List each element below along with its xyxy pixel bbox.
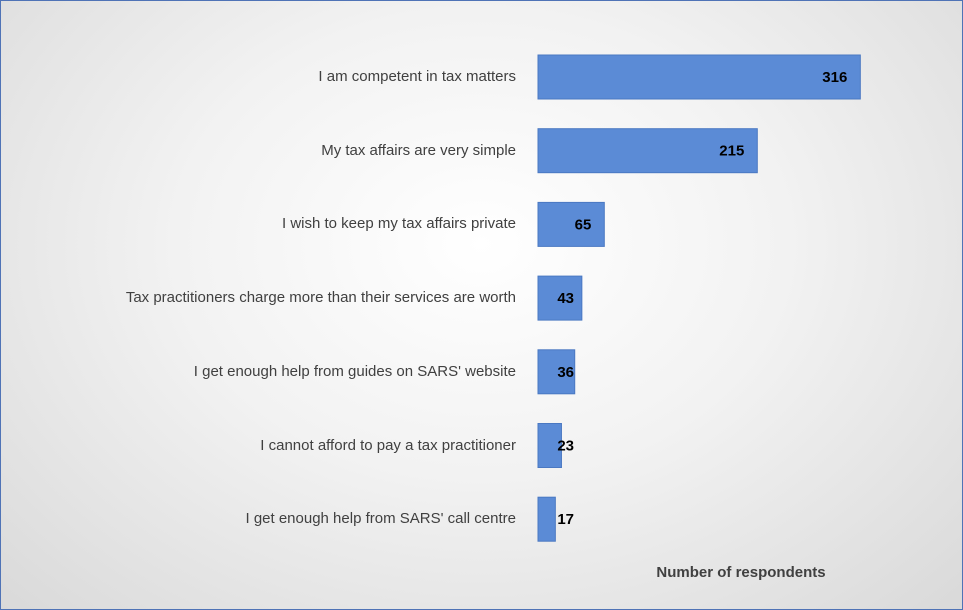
category-label: Tax practitioners charge more than their… — [125, 289, 516, 307]
category-label: I cannot afford to pay a tax practitione… — [260, 436, 516, 454]
bar — [537, 54, 861, 100]
category-label-box: I get enough help from guides on SARS' w… — [36, 347, 516, 397]
category-label: I wish to keep my tax affairs private — [282, 215, 516, 233]
bar — [537, 128, 758, 174]
category-label: My tax affairs are very simple — [321, 141, 516, 159]
category-label-box: Tax practitioners charge more than their… — [36, 273, 516, 323]
bar — [537, 423, 562, 468]
category-label-box: My tax affairs are very simple — [36, 126, 516, 176]
category-label: I am competent in tax matters — [318, 68, 516, 85]
data-label: 43 — [557, 290, 574, 307]
data-label: 316 — [822, 69, 847, 86]
data-label: 65 — [575, 216, 592, 233]
category-label-box: I wish to keep my tax affairs private — [36, 199, 516, 249]
category-label-box: I get enough help from SARS' call centre — [36, 494, 516, 544]
category-label-box: I am competent in tax matters — [36, 52, 516, 102]
bar — [537, 496, 556, 542]
data-label: 215 — [719, 143, 744, 160]
category-label: I get enough help from SARS' call centre — [245, 510, 516, 528]
x-axis-title: Number of respondents — [656, 564, 826, 581]
category-label: I get enough help from guides on SARS' w… — [193, 362, 516, 380]
bar — [537, 275, 583, 321]
data-label: 23 — [557, 437, 574, 454]
bar — [537, 349, 576, 395]
bar — [537, 201, 605, 247]
data-label: 17 — [557, 511, 574, 528]
category-label-box: I cannot afford to pay a tax practitione… — [36, 421, 516, 471]
data-label: 36 — [557, 364, 574, 381]
